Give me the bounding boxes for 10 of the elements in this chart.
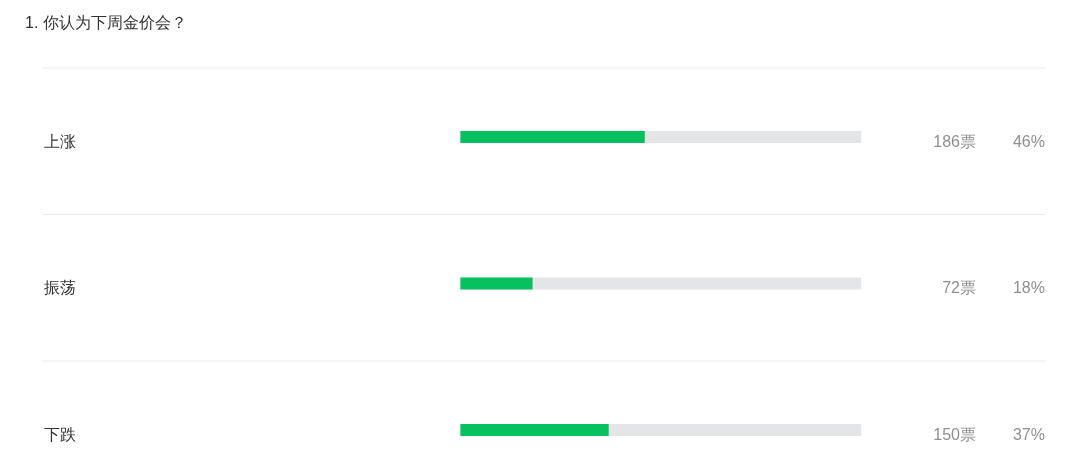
value-label: 46% — [1012, 132, 1045, 150]
category-label: 振荡 — [44, 279, 76, 296]
category-label: 下跌 — [44, 425, 76, 443]
value-label: 18% — [1012, 279, 1045, 296]
annotation: 150票 — [933, 425, 976, 443]
annotation: 186票 — [933, 132, 976, 150]
annotation: 72票 — [942, 279, 976, 296]
value-label: 37% — [1012, 425, 1045, 443]
category-label: 上涨 — [44, 132, 76, 150]
title: 1. 你认为下周金价会？ — [25, 13, 187, 31]
